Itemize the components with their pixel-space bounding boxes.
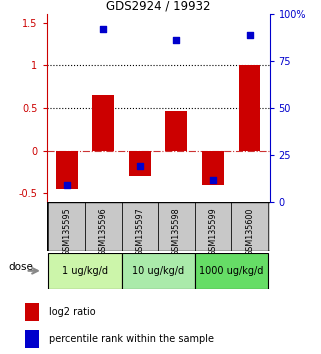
Text: GSM135598: GSM135598 xyxy=(172,208,181,256)
Point xyxy=(210,178,215,183)
Bar xyxy=(129,150,151,176)
Text: log2 ratio: log2 ratio xyxy=(49,307,96,317)
Text: percentile rank within the sample: percentile rank within the sample xyxy=(49,334,214,344)
Point xyxy=(64,182,69,188)
Text: GSM135596: GSM135596 xyxy=(99,208,108,256)
Bar xyxy=(48,202,85,251)
Text: GSM135595: GSM135595 xyxy=(62,208,71,257)
Text: GSM135600: GSM135600 xyxy=(245,208,254,256)
Bar xyxy=(85,202,122,251)
Point xyxy=(174,37,179,42)
Bar xyxy=(165,110,187,150)
Point xyxy=(137,163,143,169)
Bar xyxy=(25,330,39,348)
Point xyxy=(101,26,106,32)
Bar xyxy=(239,65,261,150)
Bar xyxy=(195,253,268,289)
Bar xyxy=(122,253,195,289)
Text: GSM135597: GSM135597 xyxy=(135,208,144,257)
Title: GDS2924 / 19932: GDS2924 / 19932 xyxy=(106,0,210,13)
Bar xyxy=(56,150,78,189)
Bar xyxy=(48,253,122,289)
Bar xyxy=(25,303,39,321)
Point xyxy=(247,33,252,38)
Text: dose: dose xyxy=(8,262,33,272)
Bar xyxy=(195,202,231,251)
Bar xyxy=(158,202,195,251)
Bar xyxy=(202,150,224,185)
Text: GSM135599: GSM135599 xyxy=(208,208,217,257)
Bar xyxy=(92,95,114,150)
Text: 10 ug/kg/d: 10 ug/kg/d xyxy=(132,266,184,276)
Text: 1000 ug/kg/d: 1000 ug/kg/d xyxy=(199,266,264,276)
Bar xyxy=(231,202,268,251)
Text: 1 ug/kg/d: 1 ug/kg/d xyxy=(62,266,108,276)
Bar xyxy=(122,202,158,251)
